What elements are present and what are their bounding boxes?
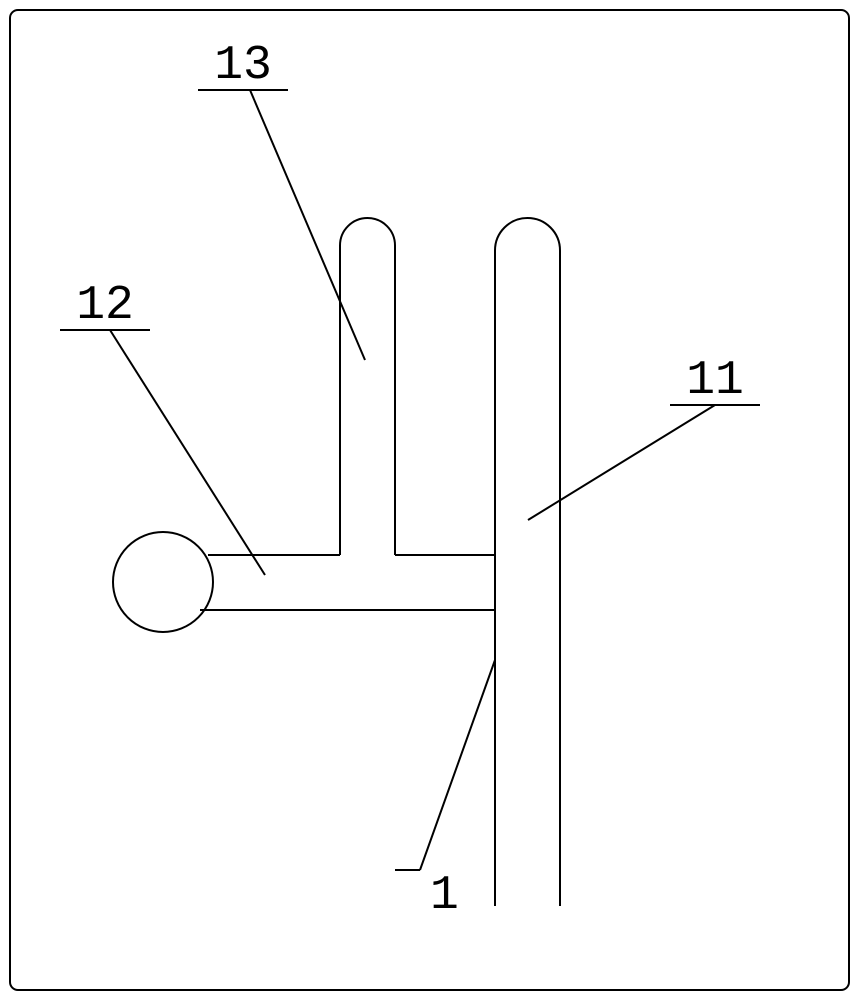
label-13: 13	[214, 39, 272, 93]
circle-end-icon	[113, 532, 213, 632]
middle-vertical-bar	[340, 218, 395, 555]
leader-line-11	[528, 405, 715, 520]
label-11: 11	[686, 354, 744, 408]
technical-diagram: 1312111	[0, 0, 859, 1000]
label-1: 1	[430, 869, 459, 923]
label-12: 12	[76, 279, 134, 333]
leader-line-1	[420, 660, 495, 870]
main-vertical-bar	[495, 218, 560, 906]
